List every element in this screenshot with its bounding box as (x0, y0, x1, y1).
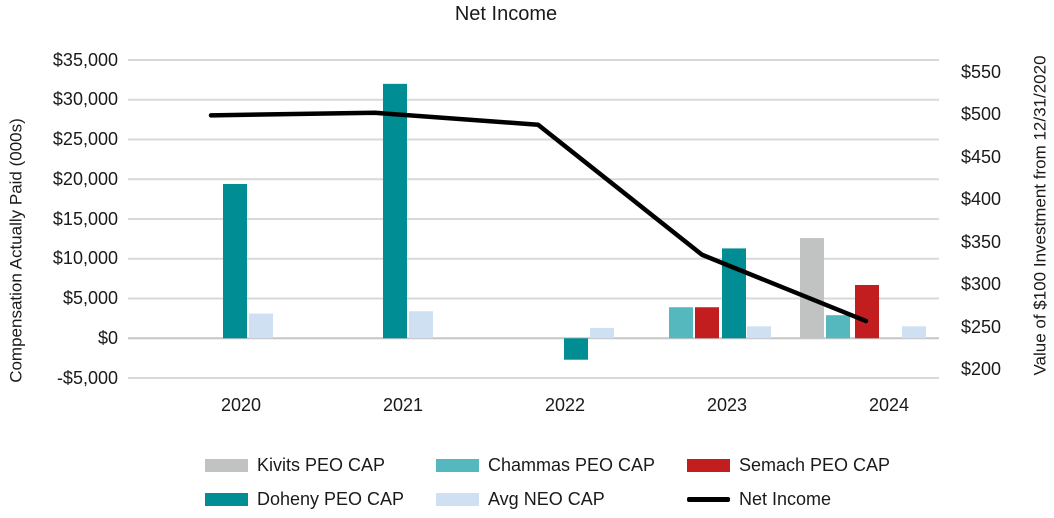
legend-item-chammas-peo-cap: Chammas PEO CAP (436, 455, 655, 476)
right-axis-tick: $350 (961, 231, 1002, 252)
legend-label: Kivits PEO CAP (257, 455, 386, 475)
legend-item-avg-neo-cap: Avg NEO CAP (436, 489, 605, 510)
bar-avg-neo-cap-2020 (249, 313, 273, 339)
right-axis-tick: $300 (961, 274, 1002, 294)
right-axis-tick: $400 (961, 189, 1002, 209)
legend-label: Avg NEO CAP (488, 489, 605, 509)
legend-label: Doheny PEO CAP (257, 489, 405, 509)
bar-kivits-peo-cap-2024 (800, 238, 824, 339)
left-axis-tick: $5,000 (62, 288, 118, 308)
left-axis-tick: $20,000 (52, 168, 118, 189)
bar-semach-peo-cap-2024 (855, 284, 879, 339)
legend-color-swatch (436, 493, 479, 506)
x-axis-tick-2021: 2021 (382, 395, 424, 415)
legend-item-net-income: Net Income (687, 489, 831, 510)
x-axis-tick-2022: 2022 (544, 395, 586, 415)
bar-semach-peo-cap-2023 (695, 307, 719, 339)
bar-chammas-peo-cap-2023 (669, 307, 693, 339)
legend-color-swatch (205, 459, 248, 472)
bar-chammas-peo-cap-2024 (826, 315, 850, 339)
left-axis-tick: $25,000 (52, 129, 118, 149)
legend-item-semach-peo-cap: Semach PEO CAP (687, 455, 890, 476)
net-income-line (208, 110, 869, 324)
left-axis-tick: $0 (97, 327, 118, 348)
legend-item-kivits-peo-cap: Kivits PEO CAP (205, 455, 385, 476)
bar-doheny-peo-cap-2020 (223, 184, 247, 339)
legend-item-doheny-peo-cap: Doheny PEO CAP (205, 489, 404, 510)
left-axis-tick: -$5,000 (56, 367, 118, 388)
legend-color-swatch (205, 493, 248, 506)
left-axis-tick: $10,000 (52, 248, 118, 269)
bar-avg-neo-cap-2023 (747, 326, 771, 339)
right-axis-tick: $500 (961, 104, 1002, 124)
chart-title: Net Income (454, 3, 558, 25)
bar-avg-neo-cap-2022 (590, 327, 614, 339)
bar-avg-neo-cap-2024 (902, 326, 926, 339)
bar-doheny-peo-cap-2022 (564, 338, 588, 360)
right-axis-tick: $550 (961, 61, 1002, 82)
right-axis-tick: $200 (961, 359, 1002, 379)
right-axis-tick: $250 (961, 316, 1002, 337)
legend-color-swatch (436, 459, 479, 472)
legend-label: Semach PEO CAP (739, 455, 891, 475)
left-axis-tick: $15,000 (52, 208, 118, 229)
legend-color-swatch (687, 459, 730, 472)
legend-line-swatch (687, 497, 730, 502)
legend-label: Chammas PEO CAP (488, 455, 656, 475)
bar-avg-neo-cap-2021 (409, 311, 433, 339)
x-axis-tick-2023: 2023 (706, 395, 748, 415)
x-axis-tick-2020: 2020 (220, 395, 262, 415)
legend-label: Net Income (739, 489, 832, 509)
x-axis-tick-2024: 2024 (868, 395, 910, 415)
left-axis-tick: $35,000 (52, 49, 118, 70)
bar-doheny-peo-cap-2021 (383, 83, 407, 339)
left-axis-tick: $30,000 (52, 89, 118, 110)
right-axis-tick: $450 (961, 146, 1002, 167)
